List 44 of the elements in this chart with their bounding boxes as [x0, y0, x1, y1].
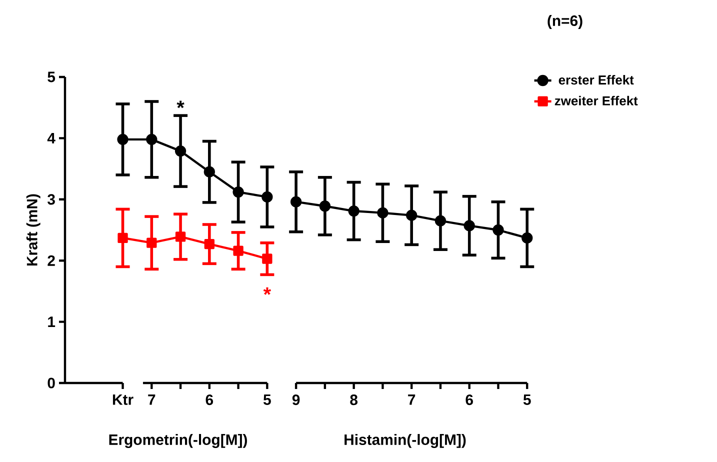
point — [118, 232, 128, 244]
y-axis-title: Kraft (mN) — [26, 194, 40, 266]
text: (n=6) — [548, 15, 582, 29]
annotation: * — [263, 287, 272, 295]
point — [232, 186, 244, 198]
point — [233, 246, 244, 256]
point — [117, 134, 128, 145]
x-tick-label: 6 — [466, 394, 473, 406]
y-tick-label: 2 — [48, 255, 55, 266]
x-tick-label: 8 — [350, 394, 358, 406]
point — [464, 220, 475, 232]
point — [377, 207, 388, 218]
point — [406, 210, 418, 221]
point — [290, 196, 302, 208]
x-tick-label: 7 — [148, 394, 156, 405]
y-tick-label: 0 — [48, 378, 55, 388]
point — [492, 224, 504, 236]
legend-label: zweiter Effekt — [554, 96, 638, 106]
x-tick-label: 5 — [523, 394, 531, 405]
point — [522, 232, 533, 244]
point — [319, 200, 331, 212]
y-tick-label: 3 — [48, 194, 55, 205]
point — [434, 215, 446, 226]
y-tick-label: 1 — [48, 316, 56, 327]
point — [204, 238, 214, 250]
text: Ergometrin(-log[M]) — [109, 434, 247, 448]
point — [262, 254, 272, 264]
point — [146, 134, 158, 145]
legend-label: erster Effekt — [558, 75, 634, 85]
point — [348, 205, 360, 217]
y-tick-label: 5 — [48, 72, 56, 82]
x-tick-label: 5 — [263, 394, 271, 405]
annotation: * — [176, 100, 184, 108]
x-tick-label: 6 — [206, 394, 214, 406]
point — [174, 145, 186, 157]
y-tick-label: 4 — [47, 133, 56, 144]
point — [146, 238, 157, 248]
text: Histamin(-log[M]) — [344, 434, 466, 448]
x-tick-label: 9 — [292, 394, 300, 406]
point — [262, 191, 273, 203]
point — [175, 232, 186, 242]
x-tick-label: 7 — [408, 394, 416, 405]
point — [204, 166, 215, 178]
x-tick-label: Ktr — [112, 394, 134, 405]
